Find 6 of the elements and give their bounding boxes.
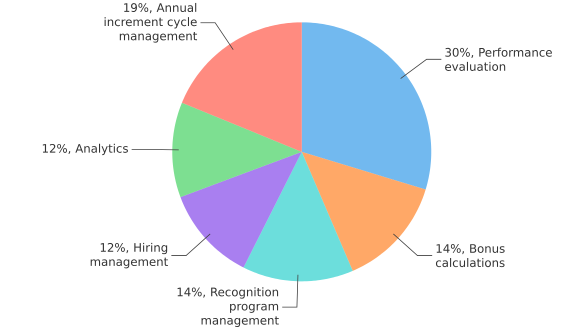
slice-label: 30%, Performance evaluation [445,48,552,71]
slice-label: 14%, Bonus calculations [436,244,505,268]
slice-label: 12%, Hiring management [90,242,168,268]
slice-label: 19%, Annual increment cycle management [104,2,198,43]
slice-label: 12%, Analytics [42,144,128,156]
slice-label: 14%, Recognition program management [178,287,279,328]
